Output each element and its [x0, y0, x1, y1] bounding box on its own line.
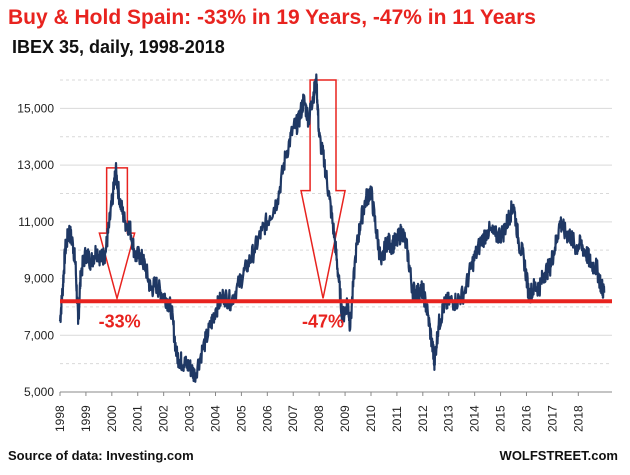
- y-tick-label: 9,000: [24, 272, 54, 286]
- brand-credit: WOLFSTREET.com: [499, 448, 618, 463]
- x-tick-label: 2007: [286, 405, 300, 432]
- x-tick-label: 2017: [545, 405, 559, 432]
- x-tick-label: 2001: [131, 405, 145, 432]
- x-tick-label: 2006: [260, 405, 274, 432]
- y-tick-label: 7,000: [24, 328, 54, 342]
- percent-annotations: -33% -47%: [99, 312, 344, 332]
- x-tick-label: 2005: [234, 405, 248, 432]
- y-axis: 5,000 7,000 9,000 11,000 13,000 15,000: [17, 101, 54, 399]
- x-tick-label: 2008: [312, 405, 326, 432]
- y-tick-label: 11,000: [18, 215, 54, 229]
- x-tick-label: 1998: [53, 405, 67, 432]
- y-tick-label: 13,000: [17, 158, 54, 172]
- x-tick-label: 2018: [571, 405, 585, 432]
- x-tick-label: 2003: [183, 405, 197, 432]
- drawdown-arrow: [98, 167, 136, 302]
- x-tick-label: 2015: [494, 405, 508, 432]
- x-tick-label: 2004: [208, 405, 222, 432]
- y-tick-label: 5,000: [24, 385, 54, 399]
- x-tick-label: 2016: [519, 405, 533, 432]
- drawdown-label: -33%: [99, 312, 141, 332]
- chart-subtitle: IBEX 35, daily, 1998-2018: [12, 37, 225, 57]
- x-tick-label: 2002: [157, 405, 171, 432]
- source-note: Source of data: Investing.com: [8, 448, 194, 463]
- x-tick-label: 2009: [338, 405, 352, 432]
- chart-title: Buy & Hold Spain: -33% in 19 Years, -47%…: [8, 6, 536, 29]
- x-tick-label: 2000: [105, 405, 119, 432]
- y-tick-label: 15,000: [17, 101, 54, 115]
- x-tick-label: 2012: [416, 405, 430, 432]
- x-tick-label: 2013: [442, 405, 456, 432]
- x-tick-label: 2011: [390, 406, 404, 432]
- ibex-series-line: [58, 73, 606, 383]
- x-tick-label: 2010: [364, 405, 378, 432]
- drawdown-label: -47%: [302, 312, 344, 332]
- x-axis: 1998 1999 2000 2001 2002 2003 2004 2005 2006 2007…: [53, 391, 612, 432]
- x-tick-label: 1999: [79, 405, 93, 432]
- x-tick-label: 2014: [468, 405, 482, 432]
